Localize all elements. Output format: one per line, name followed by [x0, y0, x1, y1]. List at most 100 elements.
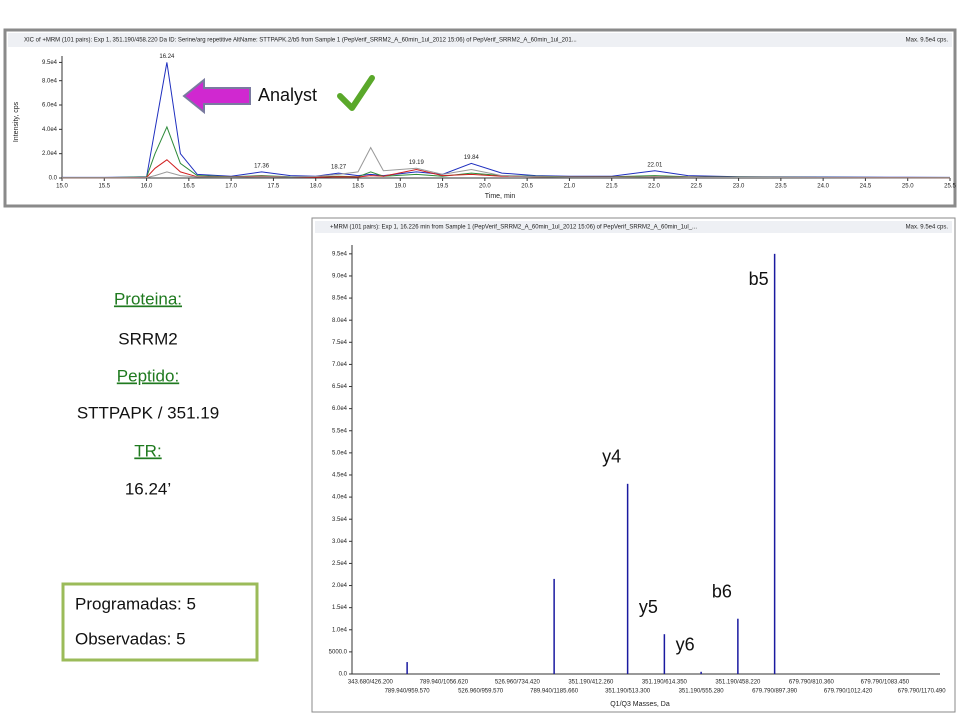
- rt-heading: TR:: [134, 441, 161, 460]
- y-tick-label: 7.0e4: [332, 362, 348, 368]
- bar: [626, 483, 629, 674]
- x-tick-label: 19.5: [437, 184, 449, 190]
- x-tick-label: 18.0: [310, 184, 322, 190]
- x-tick-label: 16.0: [141, 184, 153, 190]
- x-axis-label: Q1/Q3 Masses, Da: [610, 701, 670, 708]
- xic-title: XIC of +MRM (101 pairs): Exp 1, 351.190/…: [24, 38, 577, 44]
- y-tick-label: 4.0e4: [42, 127, 58, 133]
- spectrum-panel: [311, 217, 956, 713]
- x-tick-label: 679.790/810.360: [789, 680, 835, 686]
- bar: [553, 578, 555, 674]
- x-tick-label: 789.940/1056.620: [420, 680, 469, 686]
- y-tick-label: 5000.0: [329, 649, 348, 655]
- x-tick-label: 18.5: [352, 184, 364, 190]
- x-tick-label: 15.5: [98, 184, 110, 190]
- y-tick-label: 8.5e4: [332, 296, 348, 302]
- x-tick-label: 351.190/555.280: [679, 689, 725, 695]
- programmed: Programadas: 5: [75, 594, 196, 613]
- y-tick-label: 2.5e4: [332, 561, 348, 567]
- bar-label: y5: [639, 597, 658, 617]
- y-tick-label: 2.0e4: [42, 151, 58, 157]
- bar: [663, 634, 666, 674]
- peak-label: 16.24: [159, 54, 175, 60]
- x-tick-label: 351.190/412.260: [568, 680, 614, 686]
- x-tick-label: 22.5: [690, 184, 702, 190]
- y-tick-label: 3.5e4: [332, 517, 348, 523]
- x-tick-label: 679.790/897.390: [752, 689, 798, 695]
- xic-panel: [3, 28, 957, 208]
- peak-label: 22.01: [647, 162, 663, 168]
- x-tick-label: 17.0: [225, 184, 237, 190]
- y-tick-label: 1.0e4: [332, 627, 348, 633]
- peptide: STTPAPK / 351.19: [77, 403, 219, 422]
- x-tick-label: 25.0: [902, 184, 914, 190]
- bar: [773, 253, 776, 674]
- y-tick-label: 2.0e4: [332, 583, 348, 589]
- x-tick-label: 789.940/959.570: [385, 689, 431, 695]
- protein-heading: Proteina:: [114, 289, 182, 308]
- y-axis-label: Intensity, cps: [13, 101, 20, 142]
- observed: Observadas: 5: [75, 629, 186, 648]
- xic-trace: [62, 62, 951, 178]
- bar: [737, 618, 739, 674]
- y-tick-label: 0.0: [49, 176, 58, 182]
- bar: [406, 662, 408, 674]
- y-tick-label: 4.5e4: [332, 473, 348, 479]
- x-tick-label: 19.0: [394, 184, 406, 190]
- x-tick-label: 23.0: [733, 184, 745, 190]
- x-tick-label: 24.5: [860, 184, 872, 190]
- y-tick-label: 9.5e4: [42, 60, 58, 66]
- rt: 16.24’: [125, 479, 171, 498]
- x-tick-label: 351.190/458.220: [715, 680, 761, 686]
- xic-header: [8, 33, 952, 47]
- y-tick-label: 8.0e4: [42, 78, 58, 84]
- x-tick-label: 526.960/959.570: [458, 689, 504, 695]
- bar-label: b6: [712, 581, 732, 601]
- x-tick-label: 20.5: [521, 184, 533, 190]
- x-tick-label: 351.190/614.350: [642, 680, 688, 686]
- x-tick-label: 789.940/1185.660: [530, 689, 579, 695]
- spectrum-header: [315, 221, 952, 233]
- x-tick-label: 343.680/426.200: [348, 680, 394, 686]
- bar-label: y6: [676, 635, 695, 655]
- y-tick-label: 3.0e4: [332, 539, 348, 545]
- peak-label: 17.36: [254, 163, 270, 169]
- x-tick-label: 351.190/513.300: [605, 689, 651, 695]
- bar-label: b5: [749, 269, 769, 289]
- xic-max: Max. 9.5e4 cps.: [906, 38, 949, 44]
- summary-box: [61, 582, 259, 662]
- check-icon: [337, 75, 375, 111]
- y-tick-label: 7.5e4: [332, 340, 348, 346]
- callout-arrow: [182, 77, 251, 115]
- y-tick-label: 9.0e4: [332, 274, 348, 280]
- x-tick-label: 15.0: [56, 184, 68, 190]
- y-tick-label: 8.0e4: [332, 318, 348, 324]
- spectrum-max: Max. 9.5e4 cps.: [906, 225, 949, 231]
- y-tick-label: 5.0e4: [332, 450, 348, 456]
- x-tick-label: 16.5: [183, 184, 195, 190]
- x-tick-label: 23.5: [775, 184, 787, 190]
- x-tick-label: 25.5: [944, 184, 956, 190]
- x-tick-label: 17.5: [268, 184, 280, 190]
- callout-text: Analyst: [258, 85, 317, 105]
- bar: [700, 671, 702, 674]
- x-tick-label: 526.960/734.420: [495, 680, 541, 686]
- x-tick-label: 21.0: [564, 184, 576, 190]
- spectrum-title: +MRM (101 pairs): Exp 1, 16.226 min from…: [330, 225, 697, 231]
- y-tick-label: 9.5e4: [332, 251, 348, 257]
- xic-trace: [62, 125, 951, 179]
- x-tick-label: 24.0: [817, 184, 829, 190]
- bar-label: y4: [602, 447, 621, 467]
- y-tick-label: 1.5e4: [332, 605, 348, 611]
- peak-label: 18.27: [331, 165, 347, 171]
- y-tick-label: 5.5e4: [332, 428, 348, 434]
- y-tick-label: 4.0e4: [332, 495, 348, 501]
- y-tick-label: 6.0e4: [332, 406, 348, 412]
- peak-label: 19.19: [409, 160, 425, 166]
- xic-trace: [62, 146, 950, 179]
- x-tick-label: 679.790/1083.450: [861, 680, 910, 686]
- y-tick-label: 6.5e4: [332, 384, 348, 390]
- y-tick-label: 0.0: [339, 672, 348, 678]
